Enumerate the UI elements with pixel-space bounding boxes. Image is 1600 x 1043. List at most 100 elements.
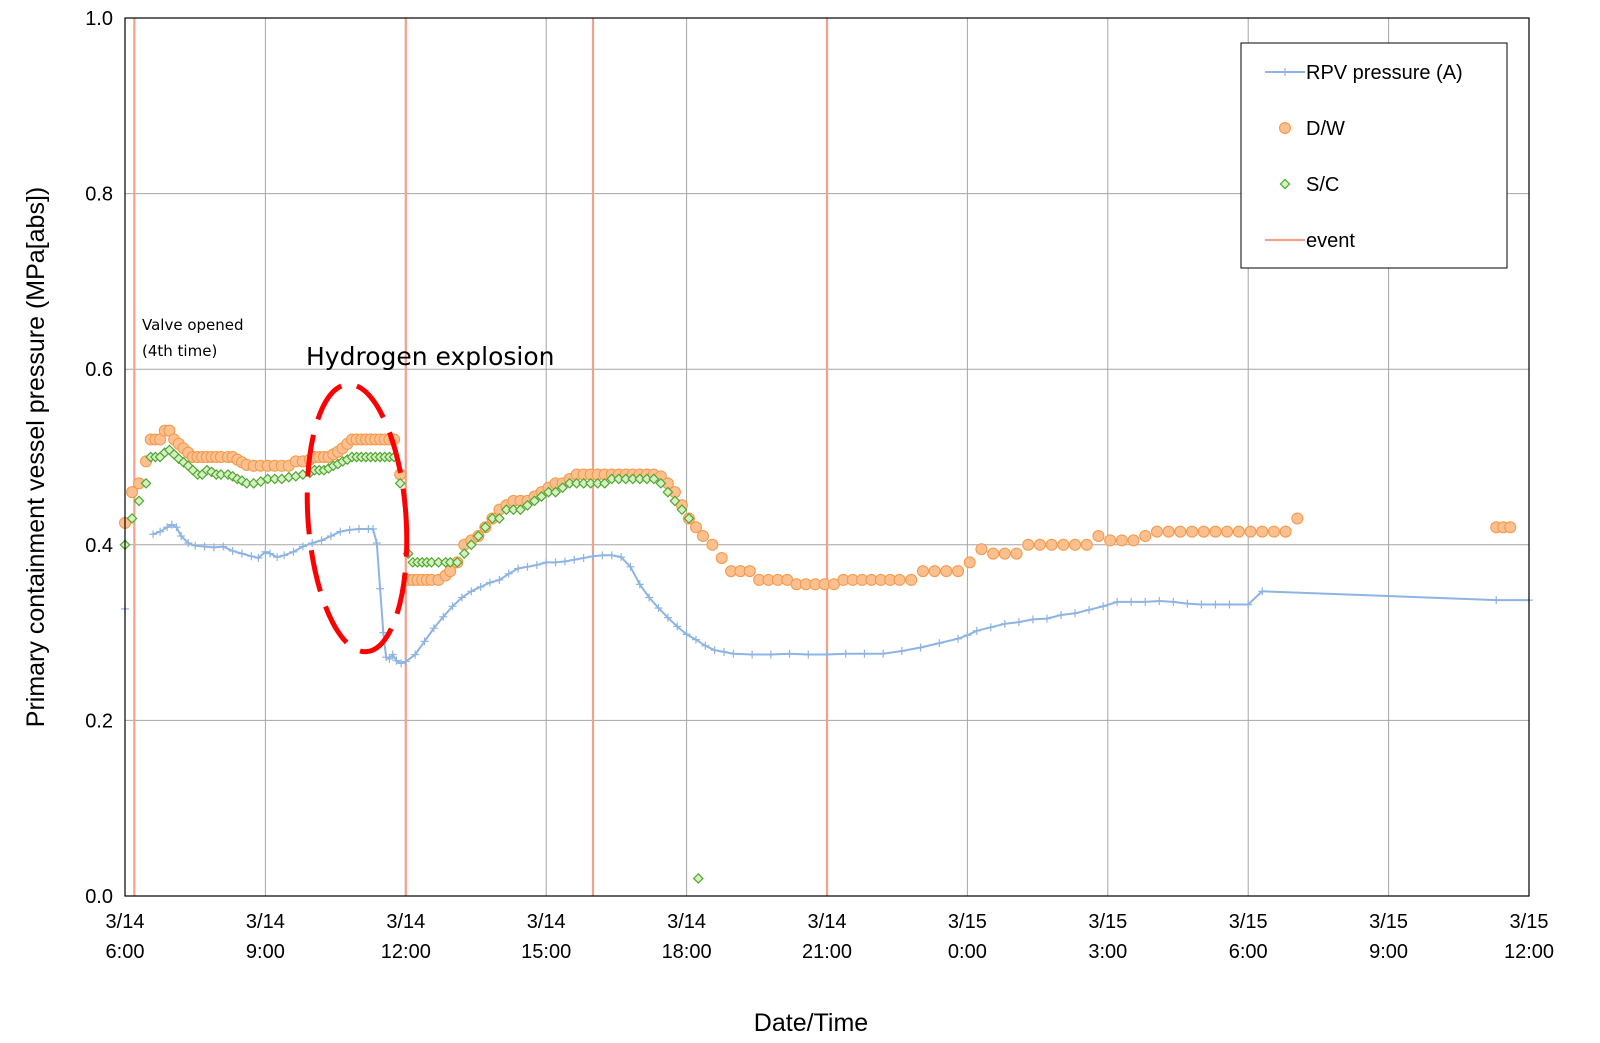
event-lines [133,18,829,896]
sc-point [683,513,695,524]
sc-point [500,504,512,516]
x-axis-title: Date/Time [754,1009,868,1037]
sc-point [269,473,281,485]
sc-point [493,513,505,524]
valve-annotation-line1: Valve opened [142,316,244,334]
dw-point [1174,525,1187,538]
dw-point [1186,525,1199,538]
x-ticks: 3/14 6:00 3/14 9:00 3/14 12:00 3/14 15:00 3/14 18… [106,911,1555,963]
y-tick-label: 0.8 [85,184,113,206]
series-circle [119,424,1517,591]
sc-point [564,477,576,489]
dw-point [1221,525,1234,538]
y-tick-label: 1.0 [85,8,113,30]
dw-point [1127,534,1140,547]
dw-point [952,565,965,578]
dw-point [1069,538,1082,551]
dw-point [940,565,953,578]
dw-point [1115,534,1128,547]
dw-point [1267,525,1280,538]
sc-point [578,477,590,489]
dw-point [743,565,756,578]
sc-point [620,473,632,485]
sc-point [599,477,611,489]
hydrogen-explosion-ellipse [304,381,410,655]
legend: RPV pressure (A) D/W S/C event [1240,42,1508,269]
valve-annotation-line2: (4th time) [142,342,217,360]
sc-point [536,491,547,502]
sc-point [522,499,533,511]
dw-point [1104,534,1117,547]
x-tick-label: 3/14 [527,911,566,933]
dw-point [928,565,941,578]
y-tick-label: 0.0 [85,886,113,908]
sc-point [215,469,227,481]
x-tick-label: 3/15 [948,911,987,933]
sc-point [479,521,491,533]
sc-point [550,486,562,498]
y-tick-label: 0.6 [85,359,113,381]
sc-point [126,513,138,524]
sc-point [507,504,519,516]
sc-point [262,473,274,485]
legend-box [1240,42,1508,269]
dw-point [916,565,929,578]
dw-point [1139,530,1152,543]
x-tick-label: 9:00 [246,941,285,963]
x-tick-label: 12:00 [381,941,431,963]
series-diamond [119,444,704,884]
dw-point [696,530,709,543]
sc-point [465,539,477,551]
dw-point [893,573,906,586]
sc-point [426,556,437,568]
dw-point [905,573,918,586]
annotations: Valve opened (4th time) Hydrogen explosi… [142,316,555,655]
y-tick-label: 0.2 [85,710,113,732]
sc-point [543,486,554,498]
dw-point [987,547,1000,560]
dw-point [963,556,976,569]
sc-point [641,473,653,485]
x-tick-label: 3/15 [1088,911,1127,933]
x-tick-label: 0:00 [948,941,987,963]
dw-point [1256,525,1269,538]
y-tick-label: 0.4 [85,535,113,557]
sc-point [592,477,604,489]
dw-point [1033,538,1046,551]
dw-point [1150,525,1163,538]
sc-point [472,530,484,542]
sc-point [451,556,463,568]
x-tick-label: 6:00 [106,941,145,963]
dw-point [998,547,1011,560]
x-tick-label: 3/14 [386,911,425,933]
dw-point [715,551,728,564]
x-tick-label: 3/14 [246,911,285,933]
sc-point [571,477,583,489]
sc-point [669,495,681,507]
hydrogen-explosion-label: Hydrogen explosion [306,342,555,371]
y-ticks: 0.0 0.2 0.4 0.6 0.8 1.0 [85,8,113,908]
x-tick-label: 3/15 [1510,911,1549,933]
sc-point [444,556,456,568]
plot-series [119,424,1533,884]
x-tick-label: 18:00 [662,941,712,963]
sc-point [692,872,704,884]
plot-frame [124,17,1530,897]
dw-point [1197,525,1210,538]
dw-point [706,538,719,551]
sc-point [606,473,618,485]
dw-point [1232,525,1245,538]
sc-point [648,473,660,485]
dw-point [1010,547,1023,560]
x-tick-label: 3/14 [808,911,847,933]
sc-point [655,477,667,489]
dw-point [1162,525,1175,538]
dw-point [1291,512,1304,525]
legend-label-rpv: RPV pressure (A) [1306,62,1463,84]
x-tick-label: 9:00 [1369,941,1408,963]
x-tick-label: 3/15 [1229,911,1268,933]
sc-point [515,504,526,516]
legend-marker-sc [1279,178,1291,190]
sc-point [133,495,145,507]
legend-label-sc: S/C [1306,174,1339,196]
